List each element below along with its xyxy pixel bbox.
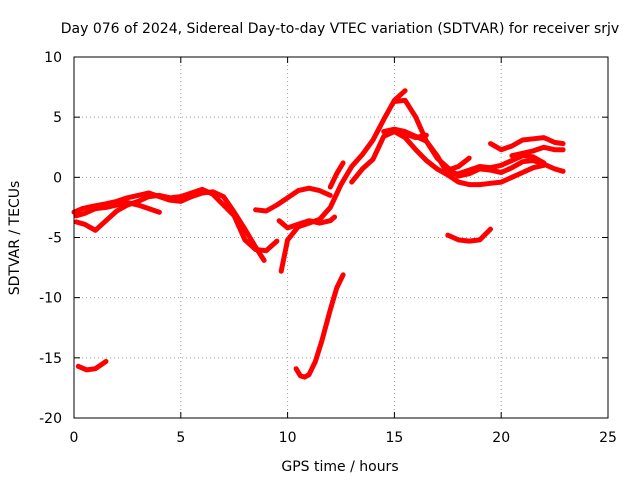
y-tick-label: 5 <box>53 110 62 126</box>
series-line-arc-3 <box>73 200 162 219</box>
grid-lines <box>74 57 608 418</box>
x-tick-label: 5 <box>176 430 185 446</box>
y-tick-label: 10 <box>44 50 62 66</box>
x-tick-label: 15 <box>385 430 403 446</box>
x-tick-label: 25 <box>599 430 617 446</box>
x-axis-label: GPS time / hours <box>281 459 398 475</box>
series-line-arc-14 <box>445 155 472 173</box>
x-tick-label: 10 <box>279 430 297 446</box>
y-tick-label: -20 <box>39 411 62 427</box>
series-line-arc-5 <box>253 185 333 214</box>
series-group <box>71 88 566 380</box>
x-tick-labels: 0 5 10 15 20 25 <box>70 430 617 446</box>
series-line-arc-16 <box>488 135 566 153</box>
series-line-arc-17 <box>509 144 566 159</box>
y-axis-label: SDTVAR / TECUs <box>7 181 23 296</box>
chart-title: Day 076 of 2024, Sidereal Day-to-day VTE… <box>61 21 619 37</box>
y-tick-label: 0 <box>53 170 62 186</box>
series-line-arc-9 <box>327 160 346 190</box>
y-tick-label: -10 <box>39 291 62 307</box>
series-line-arc-12 <box>391 97 566 179</box>
series-line-arc-4 <box>75 358 109 373</box>
series-line-arc-15 <box>445 226 493 244</box>
y-tick-label: -15 <box>39 351 62 367</box>
series-line-arc-8 <box>293 272 346 380</box>
x-tick-label: 20 <box>492 430 510 446</box>
series-line-arc-13 <box>402 131 429 141</box>
series-line-arc-2 <box>71 189 267 263</box>
series-line-arc-1 <box>73 186 280 254</box>
y-tick-labels: -20 -15 -10 -5 0 5 10 <box>39 50 62 427</box>
y-tick-label: -5 <box>48 231 62 247</box>
x-tick-label: 0 <box>70 430 79 446</box>
series-line-arc-7 <box>278 88 408 274</box>
axis-ticks <box>73 56 609 419</box>
